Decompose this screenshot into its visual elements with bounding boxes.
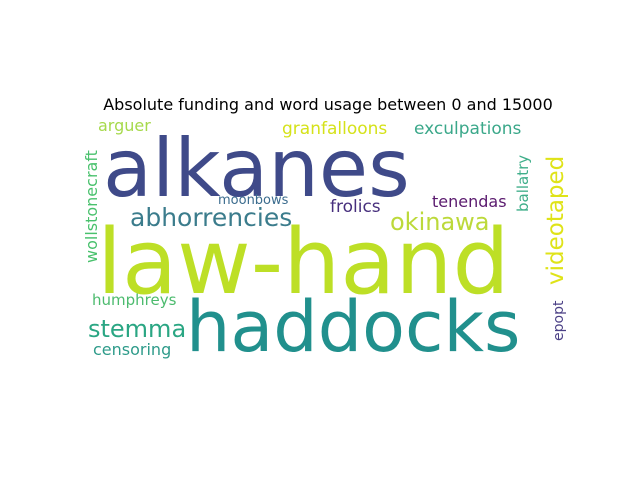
word-alkanes: alkanes xyxy=(103,122,410,215)
word-moonbows: moonbows xyxy=(218,193,289,208)
word-arguer: arguer xyxy=(98,116,151,135)
word-ballatry: ballatry xyxy=(514,155,532,212)
word-humphreys: humphreys xyxy=(92,291,177,309)
word-censoring: censoring xyxy=(93,340,171,359)
chart-title: Absolute funding and word usage between … xyxy=(103,95,553,114)
word-stemma: stemma xyxy=(88,315,186,343)
word-abhorrencies: abhorrencies xyxy=(130,203,292,232)
word-law-hand: law-hand xyxy=(97,210,510,315)
word-granfalloons: granfalloons xyxy=(282,119,387,139)
word-exculpations: exculpations xyxy=(414,119,522,139)
word-frolics: frolics xyxy=(330,197,381,217)
word-videotaped: videotaped xyxy=(543,156,569,285)
word-wollstonecraft: wollstonecraft xyxy=(82,150,101,263)
word-tenendas: tenendas xyxy=(432,192,507,211)
word-haddocks: haddocks xyxy=(186,286,520,368)
word-epopt: epopt xyxy=(551,300,567,341)
word-okinawa: okinawa xyxy=(390,208,490,236)
